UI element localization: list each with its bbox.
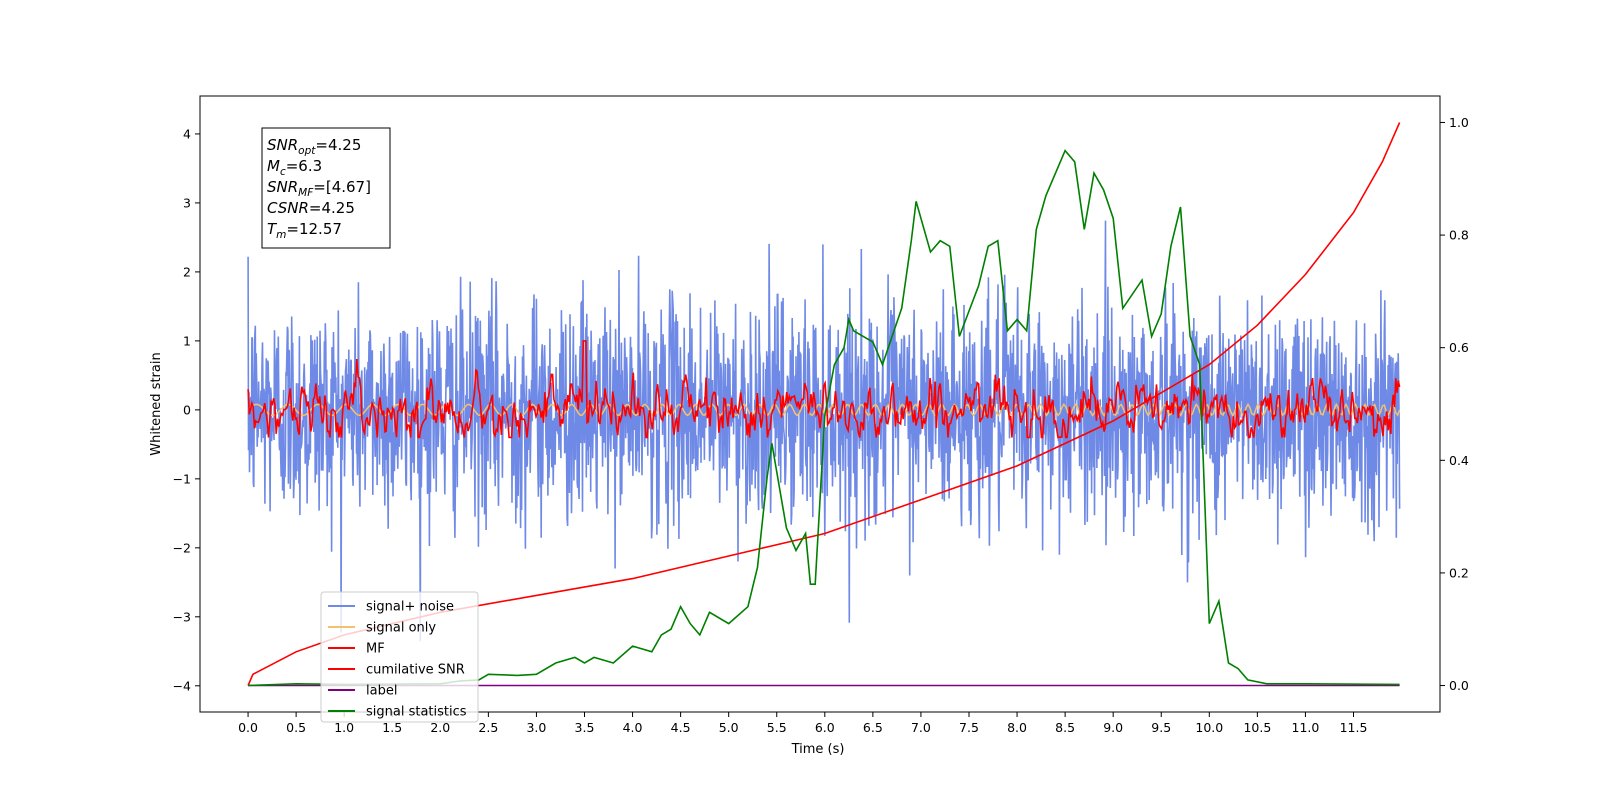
y2-tick-label: 0.8: [1449, 228, 1469, 243]
series-line-signal-statistics: [248, 149, 1400, 687]
annotation-line: SNRMF=[4.67]: [267, 178, 371, 199]
x-tick-label: 5.5: [767, 720, 787, 735]
x-tick-label: 2.0: [430, 720, 450, 735]
x-tick-label: 3.0: [526, 720, 546, 735]
axes-frame: [199, 95, 1441, 713]
legend-entry: cumilative SNR: [366, 663, 465, 678]
x-tick-label: 2.5: [478, 720, 498, 735]
y-tick-label: 0: [183, 402, 191, 417]
y2-tick-label: 0.0: [1449, 678, 1469, 693]
y-tick-label: 4: [183, 126, 191, 141]
annotation-line: Mc=6.3: [267, 157, 322, 178]
y-tick-label: −4: [173, 678, 191, 693]
series-line-mf: [247, 340, 1401, 439]
legend-frame: [320, 591, 479, 723]
annotation-line: CSNR=4.25: [267, 199, 355, 217]
y-tick-label: −2: [173, 540, 191, 555]
y2-tick-label: 0.2: [1449, 565, 1469, 580]
x-tick-label: 4.0: [623, 720, 643, 735]
y-tick-label: −3: [173, 609, 191, 624]
annotation-line: SNRopt=4.25: [267, 136, 361, 157]
y-tick-label: −1: [173, 471, 191, 486]
y-axis-right: 1.0 0.8 0.6 0.4 0.2 0.0: [1440, 115, 1469, 693]
x-axis: 0.0 0.5 1.0 1.5 2.0 2.5 3.0 3.5 4.0 4.5 5.0 5.5 6.0 6…: [238, 712, 1367, 735]
legend-entry: label: [366, 684, 397, 699]
y2-tick-label: 0.6: [1449, 340, 1469, 355]
x-tick-label: 11.5: [1340, 720, 1368, 735]
y-tick-label: 1: [183, 333, 191, 348]
x-tick-label: 8.0: [1007, 720, 1027, 735]
legend-entry: signal statistics: [366, 705, 467, 720]
x-tick-label: 11.0: [1292, 720, 1320, 735]
legend: signal+ noise signal only MF cumilative SNR…: [320, 591, 479, 723]
annotation-line: Tm=12.57: [267, 220, 342, 241]
y2-tick-label: 0.4: [1449, 453, 1469, 468]
legend-entry: MF: [366, 642, 385, 657]
y-tick-label: 3: [183, 195, 191, 210]
x-tick-label: 6.0: [815, 720, 835, 735]
x-tick-label: 1.0: [334, 720, 354, 735]
x-axis-label: Time (s): [791, 742, 845, 757]
y2-tick-label: 1.0: [1449, 115, 1469, 130]
y-axis-label: Whitened strain: [149, 352, 164, 455]
x-tick-label: 1.5: [382, 720, 402, 735]
y-axis-left: 4 3 2 1 0 −1 −2 −3 −4: [173, 126, 200, 693]
x-tick-label: 10.0: [1195, 720, 1223, 735]
x-tick-label: 9.5: [1151, 720, 1171, 735]
x-tick-label: 10.5: [1243, 720, 1271, 735]
x-tick-label: 3.5: [575, 720, 595, 735]
x-tick-label: 8.5: [1055, 720, 1075, 735]
x-tick-label: 7.5: [959, 720, 979, 735]
x-tick-label: 4.5: [671, 720, 691, 735]
annotation-frame: [261, 127, 391, 249]
x-tick-label: 6.5: [863, 720, 883, 735]
y-tick-label: 2: [183, 264, 191, 279]
x-tick-label: 5.0: [719, 720, 739, 735]
x-tick-label: 0.5: [286, 720, 306, 735]
x-tick-label: 9.0: [1103, 720, 1123, 735]
x-tick-label: 7.0: [911, 720, 931, 735]
x-tick-label: 0.0: [238, 720, 258, 735]
legend-entry: signal+ noise: [366, 600, 454, 615]
legend-entry: signal only: [366, 621, 436, 636]
